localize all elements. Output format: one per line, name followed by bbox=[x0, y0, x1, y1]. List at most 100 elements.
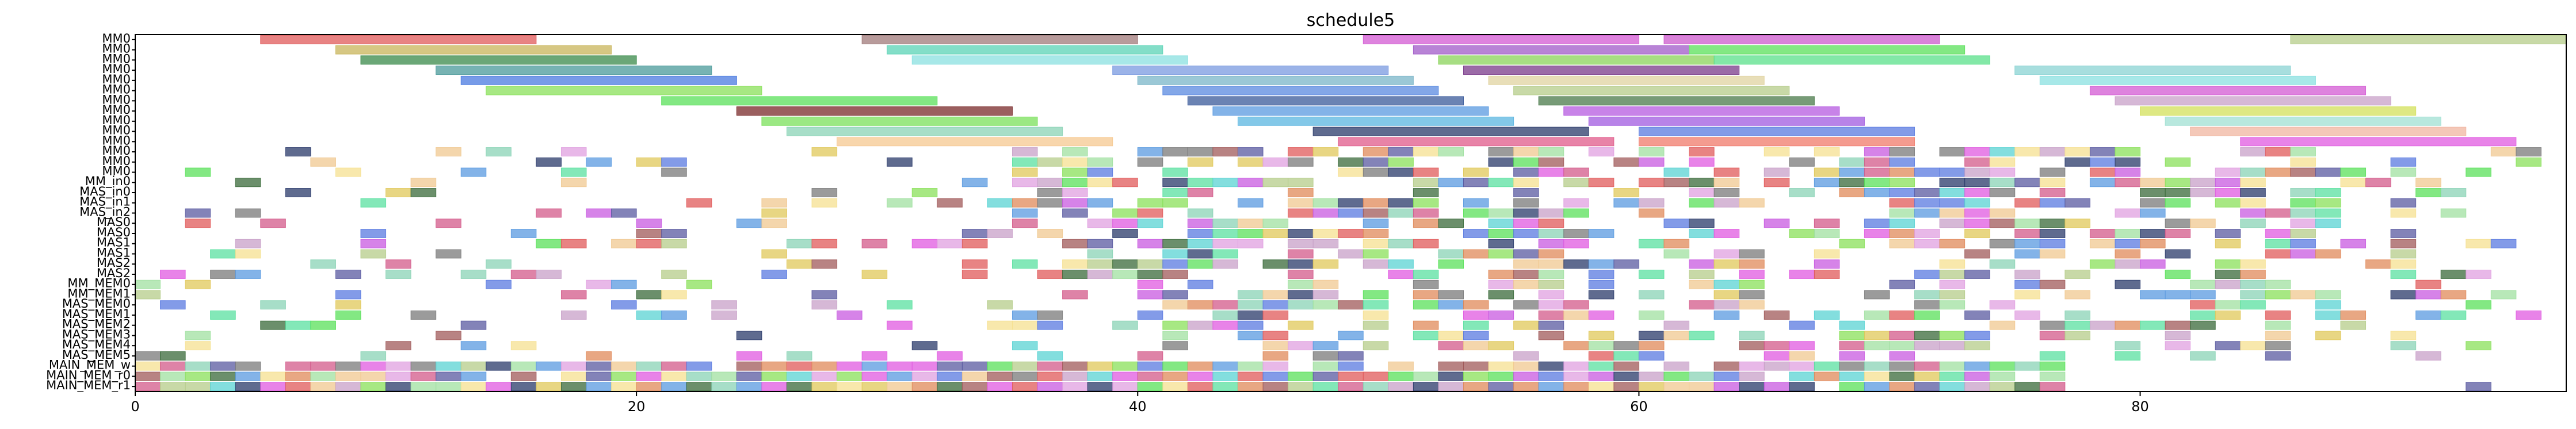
task-bar-697 bbox=[1939, 331, 1966, 340]
task-bar-837 bbox=[185, 371, 211, 381]
x-tick-label-4: 80 bbox=[2131, 399, 2149, 415]
task-bar-887 bbox=[1488, 371, 1514, 381]
task-bar-850 bbox=[560, 371, 587, 381]
mm-bar-36 bbox=[2165, 116, 2441, 126]
task-bar-471 bbox=[460, 270, 487, 279]
task-bar-931 bbox=[711, 382, 737, 392]
task-bar-47 bbox=[1012, 157, 1038, 167]
task-bar-494 bbox=[1789, 270, 1815, 279]
task-bar-810 bbox=[1338, 361, 1364, 371]
task-bar-600 bbox=[1939, 300, 1966, 310]
y-label-20: MAS1 bbox=[97, 236, 131, 250]
task-bar-824 bbox=[1789, 361, 1815, 371]
task-bar-919 bbox=[410, 382, 437, 392]
task-bar-360 bbox=[861, 239, 888, 248]
task-bar-346 bbox=[2165, 229, 2191, 238]
task-bar-39 bbox=[2490, 147, 2517, 156]
task-bar-641 bbox=[2340, 310, 2367, 320]
task-bar-175 bbox=[1613, 188, 1639, 197]
task-bar-878 bbox=[1262, 371, 1289, 381]
task-bar-231 bbox=[2140, 198, 2166, 208]
task-bar-728 bbox=[1889, 341, 1915, 351]
task-bar-594 bbox=[1538, 300, 1564, 310]
task-bar-134 bbox=[1463, 178, 1489, 187]
task-bar-530 bbox=[2190, 279, 2216, 289]
task-bar-768 bbox=[210, 361, 236, 371]
task-bar-862 bbox=[861, 371, 888, 381]
task-bar-954 bbox=[1288, 382, 1314, 392]
task-bar-24 bbox=[1764, 147, 1790, 156]
task-bar-443 bbox=[1288, 259, 1314, 269]
chart-title: schedule5 bbox=[1307, 10, 1395, 30]
task-bar-864 bbox=[911, 371, 938, 381]
y-label-26: MAS_MEM0 bbox=[62, 297, 131, 311]
task-bar-437 bbox=[1112, 259, 1138, 269]
task-bar-246 bbox=[1112, 208, 1138, 218]
task-bar-498 bbox=[1964, 270, 1990, 279]
task-bar-867 bbox=[987, 371, 1013, 381]
task-bar-637 bbox=[2190, 310, 2216, 320]
task-bar-691 bbox=[1689, 331, 1715, 340]
task-bar-726 bbox=[1839, 341, 1865, 351]
task-bar-779 bbox=[510, 361, 537, 371]
task-bar-138 bbox=[1588, 178, 1615, 187]
task-bar-303 bbox=[2014, 219, 2040, 228]
mm-bar-29 bbox=[736, 106, 1013, 116]
task-bar-809 bbox=[1312, 361, 1339, 371]
task-bar-596 bbox=[1689, 300, 1715, 310]
task-bar-765 bbox=[135, 361, 161, 371]
task-bar-466 bbox=[160, 270, 186, 279]
task-bar-762 bbox=[2190, 351, 2216, 361]
x-tick-label-0: 0 bbox=[131, 399, 139, 415]
task-bar-522 bbox=[1689, 279, 1715, 289]
task-bar-7 bbox=[1137, 147, 1163, 156]
task-bar-454 bbox=[1713, 259, 1740, 269]
task-bar-372 bbox=[1312, 239, 1339, 248]
task-bar-475 bbox=[761, 270, 787, 279]
mm-bar-18 bbox=[1137, 75, 1414, 85]
task-bar-741 bbox=[360, 351, 387, 361]
task-bar-924 bbox=[536, 382, 562, 392]
task-bar-624 bbox=[1538, 310, 1564, 320]
task-bar-46 bbox=[887, 157, 913, 167]
y-label-29: MAS_MEM3 bbox=[62, 327, 131, 342]
task-bar-785 bbox=[661, 361, 687, 371]
task-bar-926 bbox=[586, 382, 612, 392]
task-bar-840 bbox=[260, 371, 286, 381]
task-bar-266 bbox=[2115, 208, 2141, 218]
task-bar-912 bbox=[235, 382, 261, 392]
task-bar-63 bbox=[1638, 157, 1665, 167]
task-bar-143 bbox=[1764, 178, 1790, 187]
task-bar-792 bbox=[861, 361, 888, 371]
task-bar-72 bbox=[2089, 157, 2116, 167]
task-bar-379 bbox=[1638, 239, 1665, 248]
task-bar-435 bbox=[1062, 259, 1088, 269]
task-bar-340 bbox=[1964, 229, 1990, 238]
task-bar-643 bbox=[2440, 310, 2467, 320]
task-bar-279 bbox=[761, 219, 787, 228]
task-bar-390 bbox=[2140, 239, 2166, 248]
task-bar-87 bbox=[1338, 167, 1364, 177]
task-bar-277 bbox=[636, 219, 662, 228]
task-bar-251 bbox=[1338, 208, 1364, 218]
task-bar-696 bbox=[1914, 331, 1940, 340]
task-bar-961 bbox=[1463, 382, 1489, 392]
task-bar-721 bbox=[1613, 341, 1639, 351]
task-bar-774 bbox=[386, 361, 411, 371]
task-bar-807 bbox=[1237, 361, 1264, 371]
task-bar-225 bbox=[1914, 198, 1940, 208]
y-label-16: MAS_in1 bbox=[79, 195, 131, 209]
task-bar-253 bbox=[1388, 208, 1414, 218]
task-bar-788 bbox=[761, 361, 787, 371]
task-bar-866 bbox=[961, 371, 988, 381]
task-bar-141 bbox=[1689, 178, 1715, 187]
task-bar-948 bbox=[1137, 382, 1163, 392]
task-bar-202 bbox=[987, 198, 1013, 208]
task-bar-852 bbox=[611, 371, 637, 381]
task-bar-733 bbox=[2165, 341, 2191, 351]
task-bar-516 bbox=[1312, 279, 1339, 289]
task-bar-161 bbox=[2365, 178, 2391, 187]
mm-bar-11 bbox=[1438, 55, 1715, 65]
task-bar-123 bbox=[1062, 178, 1088, 187]
task-bar-480 bbox=[1087, 270, 1113, 279]
